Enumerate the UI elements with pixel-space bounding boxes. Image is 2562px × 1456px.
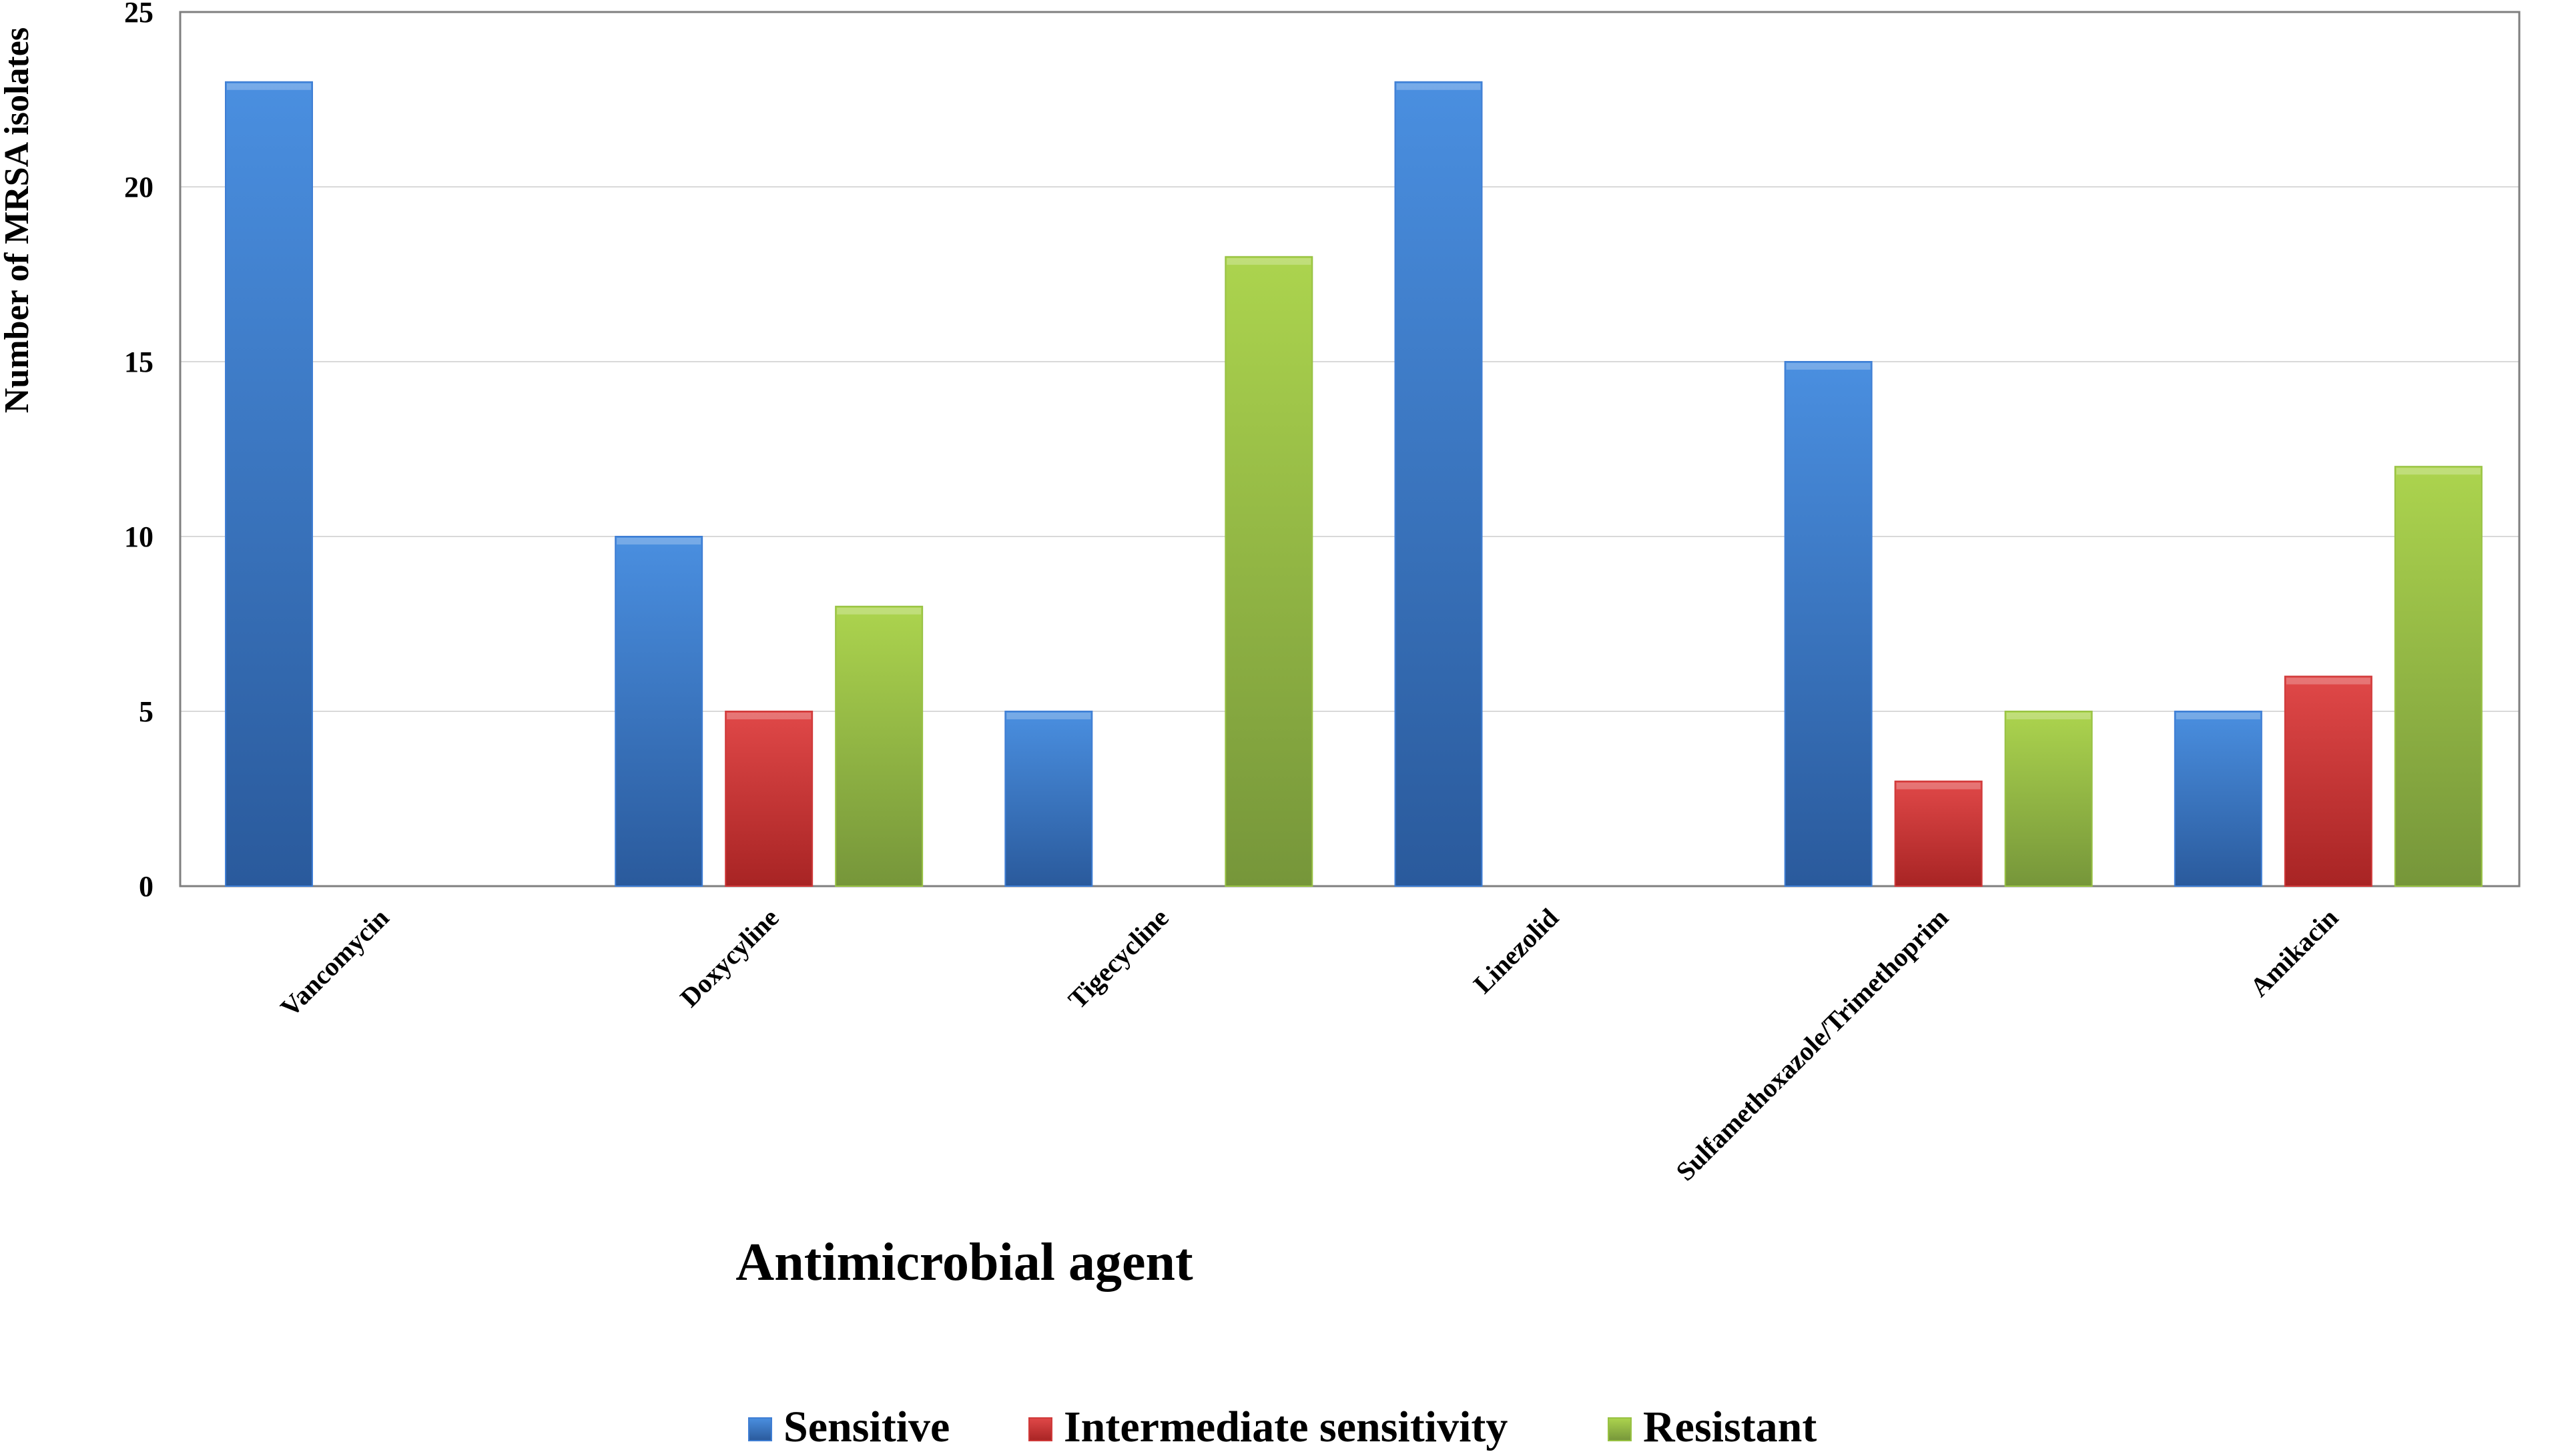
x-axis-title: Antimicrobial agent <box>735 1233 1193 1292</box>
bar-highlight <box>837 607 922 615</box>
legend-swatch-0 <box>748 1417 772 1441</box>
y-axis-title: Number of MRSA isolates <box>0 27 36 413</box>
bar-resistant-sulfamethoxazole-trimethoprim <box>2004 711 2093 887</box>
y-tick-label: 0 <box>139 870 153 903</box>
bar-sensitive-amikacin <box>2174 711 2262 887</box>
bar-resistant-tigecycline <box>1225 256 1313 887</box>
legend-swatch-1 <box>1028 1417 1052 1441</box>
legend-swatch-2 <box>1608 1417 1632 1441</box>
bar-sensitive-vancomycin <box>225 81 313 887</box>
bar-resistant-doxycyline <box>835 605 924 887</box>
bar-highlight <box>2396 468 2481 475</box>
bar-highlight <box>227 83 311 90</box>
legend-label-1: Intermediate sensitivity <box>1064 1403 1508 1451</box>
bar-sensitive-linezolid <box>1394 81 1483 887</box>
bars <box>225 81 2483 887</box>
x-axis-category-labels: Vancomycin Doxycyline Tigecycline Linezolid… <box>274 903 2344 1187</box>
legend-label-0: Sensitive <box>783 1403 950 1451</box>
bar-sensitive-doxycyline <box>615 536 703 887</box>
x-tick-label: Sulfamethoxazole/Trimethoprim <box>1670 903 1954 1187</box>
x-tick-label: Amikacin <box>2244 903 2344 1003</box>
bar-intermediate-sensitivity-amikacin <box>2284 675 2372 887</box>
bar-highlight <box>1006 713 1091 719</box>
bar-intermediate-sensitivity-doxycyline <box>725 711 814 887</box>
bar-resistant-amikacin <box>2394 466 2483 887</box>
bar-highlight <box>1227 258 1311 265</box>
x-tick-label: Vancomycin <box>274 903 394 1023</box>
x-tick-label: Linezolid <box>1468 903 1564 1000</box>
y-tick-label: 15 <box>124 346 153 378</box>
y-tick-label: 25 <box>124 0 153 29</box>
bar-sensitive-sulfamethoxazole-trimethoprim <box>1784 361 1873 887</box>
bar-highlight <box>617 538 701 544</box>
x-tick-label: Tigecycline <box>1062 903 1175 1015</box>
y-tick-label: 20 <box>124 171 153 204</box>
y-tick-label: 5 <box>139 695 153 728</box>
legend-label-2: Resistant <box>1643 1403 1817 1451</box>
bar-intermediate-sensitivity-sulfamethoxazole-trimethoprim <box>1894 780 1983 887</box>
x-tick-label: Doxycyline <box>674 903 784 1013</box>
bar-highlight <box>1396 83 1481 90</box>
bar-sensitive-tigecycline <box>1004 711 1093 887</box>
gridlines <box>180 186 2519 712</box>
bar-highlight <box>2176 713 2260 719</box>
bar-highlight <box>727 713 812 719</box>
y-tick-label: 10 <box>124 520 153 553</box>
y-axis-ticks: 0 5 10 15 20 25 <box>124 0 153 903</box>
bar-highlight <box>2006 713 2091 719</box>
legend: Sensitive Intermediate sensitivity Resista… <box>748 1403 1817 1451</box>
plot-area-frame <box>179 11 2521 887</box>
bar-highlight <box>2286 677 2370 685</box>
bar-highlight <box>1896 782 1981 789</box>
bar-highlight <box>1786 363 1871 370</box>
